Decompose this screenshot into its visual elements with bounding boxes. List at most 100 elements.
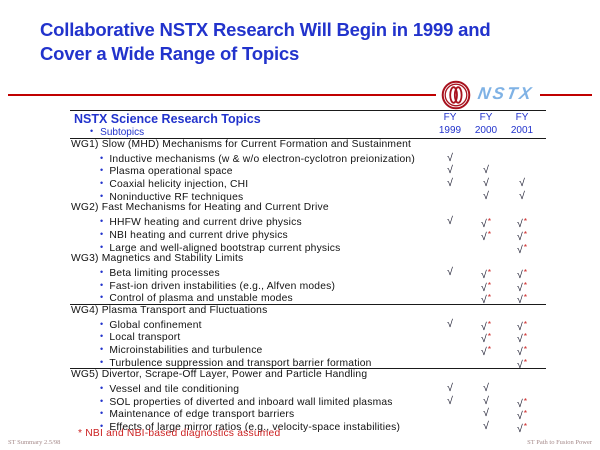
fy2000-mark-cell: √ [466, 395, 506, 408]
fy2000-mark-cell: √ [466, 177, 506, 190]
table-row: • Microinstabilities and turbulence √* √* [70, 343, 546, 359]
check-icon: √ [516, 268, 523, 281]
column-header-line1: FY [443, 112, 457, 123]
subtopic-label: • Large and well-aligned bootstrap curren… [70, 242, 340, 254]
bullet-icon: • [100, 318, 104, 329]
check-icon: √ [519, 177, 525, 190]
asterisk-icon: * [523, 318, 528, 329]
subtopic-label: • SOL properties of diverted and inboard … [70, 396, 393, 408]
asterisk-icon: * [523, 266, 528, 277]
fy2000-mark-cell: √ [466, 420, 506, 433]
subtopic-text: Coaxial helicity injection, CHI [109, 179, 249, 191]
asterisk-icon: * [523, 228, 528, 239]
fy2000-mark-cell: √ [466, 190, 506, 203]
subtopic-label: • Beta limiting processes [70, 267, 220, 279]
check-icon: √ [483, 189, 489, 202]
bullet-icon: • [100, 383, 104, 394]
section-heading: WG5) Divertor, Scrape-Off Layer, Power a… [71, 369, 368, 381]
check-icon: √ [480, 230, 487, 243]
asterisk-icon: * [523, 344, 528, 354]
check-icon: √ [480, 281, 487, 294]
check-icon: √ [516, 410, 523, 423]
check-icon: √ [447, 382, 453, 395]
table-row: • Maintenance of edge transport barriers √… [70, 407, 546, 423]
fy1999-mark-cell: √ [430, 395, 470, 408]
bullet-icon: • [100, 165, 104, 176]
check-icon: √ [516, 423, 523, 436]
fy1999-mark-cell: √ [430, 382, 470, 395]
column-header-fy1999: FY 1999 [430, 112, 470, 137]
bullet-icon: • [100, 152, 104, 163]
subtopic-text: Turbulence suppression and transport bar… [109, 357, 372, 369]
table-row: • Control of plasma and unstable modes √* √… [70, 291, 546, 307]
subtopic-label: • Global confinement [70, 318, 202, 331]
column-header-line1: FY [479, 112, 493, 123]
subtopic-text: NBI heating and current drive physics [109, 229, 288, 241]
check-icon: √ [483, 177, 489, 190]
fy2001-mark-cell: √* [502, 279, 542, 295]
table-title: NSTX Science Research Topics [74, 112, 261, 126]
bullet-icon: • [100, 228, 104, 239]
bullet-icon: • [100, 331, 104, 342]
fy2000-mark-cell: √* [466, 291, 506, 307]
subtopic-label: • Noninductive RF techniques [70, 191, 243, 203]
fy2000-mark-cell: √* [466, 343, 506, 359]
check-icon: √ [447, 164, 453, 177]
slide-title: Collaborative NSTX Research Will Begin i… [40, 18, 580, 67]
subtopic-text: Vessel and tile conditioning [109, 384, 240, 396]
check-icon: √ [480, 268, 487, 281]
fy2000-mark-cell: √ [466, 164, 506, 177]
asterisk-icon: * [487, 266, 492, 277]
column-header-fy2001: FY 2001 [502, 112, 542, 137]
subtopic-label: • Effects of large mirror ratios (e.g., v… [70, 421, 401, 434]
table-row: • SOL properties of diverted and inboard … [70, 395, 546, 411]
table-header: NSTX Science Research Topics • Subtopics … [70, 111, 546, 139]
fy2001-mark-cell: √* [502, 420, 542, 436]
table-row: • Inductive mechanisms (w & w/o electron-… [70, 152, 546, 165]
rule-segment-left [8, 94, 436, 96]
bullet-icon: • [100, 216, 104, 227]
section-heading: WG3) Magnetics and Stability Limits [71, 253, 244, 265]
fy1999-mark-cell: √ [430, 152, 470, 165]
bullet-icon: • [100, 356, 104, 367]
fy2000-mark-cell: √* [466, 266, 506, 282]
asterisk-icon: * [523, 216, 528, 227]
section-heading-row: WG1) Slow (MHD) Mechanisms for Current F… [70, 139, 546, 152]
asterisk-icon: * [523, 331, 528, 342]
check-icon: √ [516, 218, 523, 231]
subtopic-label: • Maintenance of edge transport barriers [70, 408, 294, 420]
asterisk-icon: * [487, 344, 492, 354]
table-row: • NBI heating and current drive physics √ *… [70, 228, 546, 243]
bullet-icon: • [100, 178, 104, 189]
subtopic-text: Microinstabilities and turbulence [109, 345, 263, 356]
asterisk-icon: * [487, 331, 492, 342]
table-section: WG2) Fast Mechanisms for Heating and Cur… [70, 202, 546, 256]
check-icon: √ [516, 358, 523, 371]
table-section: WG5) Divertor, Scrape-Off Layer, Power a… [70, 368, 546, 435]
subtopic-label: • Control of plasma and unstable modes [70, 292, 293, 305]
subtopic-text: Effects of large mirror ratios (e.g., ve… [109, 422, 401, 434]
check-icon: √ [447, 215, 453, 228]
table-body: WG1) Slow (MHD) Mechanisms for Current F… [70, 139, 546, 435]
table-row: • Large and well-aligned bootstrap curren… [70, 241, 546, 256]
fy2001-mark-cell: √* [502, 395, 542, 411]
fy2000-mark-cell: √ [466, 407, 506, 420]
asterisk-icon: * [523, 395, 528, 406]
asterisk-icon: * [523, 408, 528, 419]
research-topics-table: NSTX Science Research Topics • Subtopics … [70, 110, 546, 435]
subtopic-label: • Inductive mechanisms (w & w/o electron-… [70, 152, 415, 165]
fy2001-mark-cell: √* [502, 356, 542, 372]
subtopic-text: Control of plasma and unstable modes [109, 293, 293, 305]
table-subtitle: • Subtopics [90, 126, 144, 138]
subtopic-text: Plasma operational space [109, 166, 233, 178]
subtopic-text: SOL properties of diverted and inboard w… [109, 396, 393, 408]
subtopic-text: Global confinement [109, 319, 202, 331]
section-heading-row: WG5) Divertor, Scrape-Off Layer, Power a… [70, 369, 546, 382]
subtopic-label: • Microinstabilities and turbulence [70, 344, 263, 356]
check-icon: √ [516, 333, 523, 346]
column-header-fy2000: FY 2000 [466, 112, 506, 137]
table-section: WG4) Plasma Transport and Fluctuations • G… [70, 303, 546, 371]
subtopic-text: Inductive mechanisms (w & w/o electron-c… [109, 153, 415, 165]
check-icon: √ [516, 243, 523, 256]
